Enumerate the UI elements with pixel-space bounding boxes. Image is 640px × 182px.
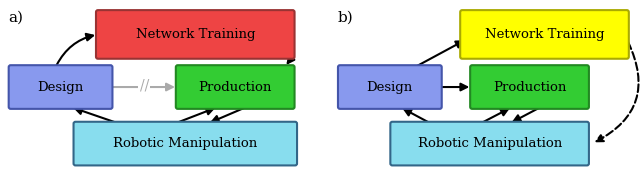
FancyBboxPatch shape: [74, 122, 297, 165]
Text: //: //: [140, 78, 148, 92]
Text: a): a): [9, 11, 24, 25]
Text: Production: Production: [198, 80, 272, 94]
FancyBboxPatch shape: [338, 65, 442, 109]
Text: Robotic Manipulation: Robotic Manipulation: [417, 137, 562, 150]
Text: b): b): [338, 11, 354, 25]
FancyBboxPatch shape: [9, 65, 113, 109]
Text: Design: Design: [367, 80, 413, 94]
FancyBboxPatch shape: [390, 122, 589, 165]
Text: Network Training: Network Training: [136, 28, 255, 41]
FancyBboxPatch shape: [460, 10, 629, 59]
Text: Design: Design: [37, 80, 84, 94]
Text: Network Training: Network Training: [484, 28, 604, 41]
Text: Robotic Manipulation: Robotic Manipulation: [113, 137, 257, 150]
FancyBboxPatch shape: [96, 10, 294, 59]
FancyBboxPatch shape: [470, 65, 589, 109]
Text: Production: Production: [493, 80, 566, 94]
FancyBboxPatch shape: [176, 65, 294, 109]
